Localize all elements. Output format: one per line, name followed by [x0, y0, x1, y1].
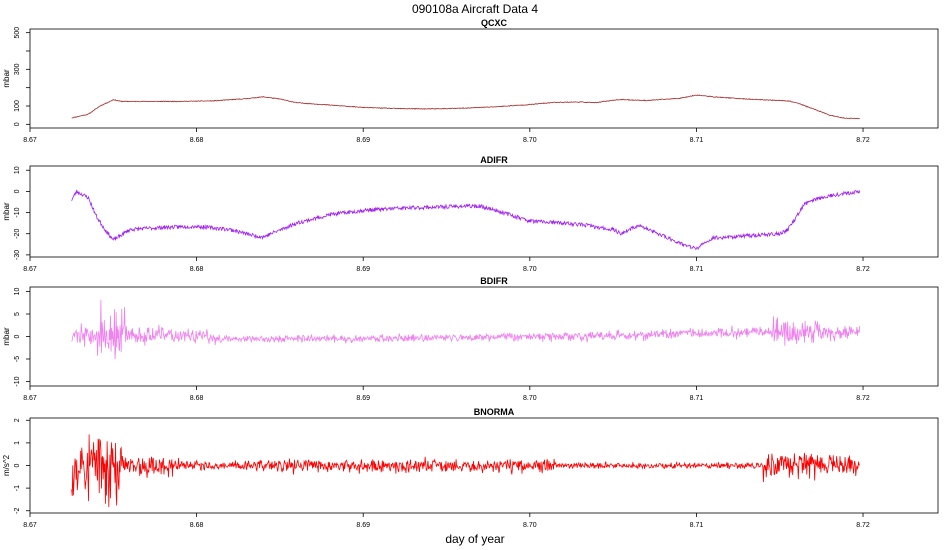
y-axis-label: mbar: [2, 69, 11, 88]
panel-title: ADIFR: [480, 155, 508, 165]
series-line-qcxc: [71, 94, 860, 120]
x-tick-label: 8.71: [690, 266, 704, 273]
x-tick-label: 8.68: [190, 137, 204, 144]
x-tick-label: 8.70: [523, 137, 537, 144]
x-tick-label: 8.68: [190, 395, 204, 402]
y-tick-label: 10: [14, 288, 21, 296]
x-tick-label: 8.67: [23, 522, 37, 529]
x-tick-label: 8.72: [856, 522, 870, 529]
panel-title: BNORMA: [474, 407, 515, 417]
y-tick-label: -2: [14, 508, 21, 514]
x-tick-label: 8.67: [23, 266, 37, 273]
panel-bdifr: BDIFR mbar 10 5 0 -5 -10 8.67 8.68 8.69 8.70 8.71 8.…: [2, 276, 939, 402]
y-tick-label: -10: [14, 376, 21, 386]
x-tick-label: 8.72: [856, 266, 870, 273]
x-tick-label: 8.68: [190, 266, 204, 273]
y-tick-label: 0: [14, 189, 21, 193]
y-tick-label: 0: [14, 463, 21, 467]
y-tick-label: 500: [14, 27, 21, 39]
x-tick-label: 8.67: [23, 137, 37, 144]
y-tick-label: -10: [14, 207, 21, 217]
x-tick-label: 8.69: [356, 395, 370, 402]
x-tick-label: 8.69: [356, 137, 370, 144]
y-axis-label: mbar: [2, 327, 11, 346]
x-tick-label: 8.69: [356, 266, 370, 273]
y-tick-label: 5: [14, 312, 21, 316]
y-tick-label: 2: [14, 418, 21, 422]
x-tick-label: 8.70: [523, 395, 537, 402]
y-axis-label: mbar: [2, 202, 11, 221]
x-tick-label: 8.72: [856, 137, 870, 144]
y-tick-label: 100: [14, 100, 21, 112]
series-line-bdifr: [71, 299, 861, 360]
panel-adifr: ADIFR mbar 10 0 -10 -20 -308.67 8.68 8.69 8.70 8.7…: [2, 155, 939, 273]
x-tick-label: 8.70: [523, 522, 537, 529]
y-tick-label: 0: [14, 122, 21, 126]
panel-title: BDIFR: [480, 276, 508, 286]
panel-title: QCXC: [481, 18, 508, 28]
y-tick-label: 0: [14, 334, 21, 338]
x-axis-label: day of year: [445, 532, 504, 546]
y-tick-label: -1: [14, 485, 21, 491]
y-tick-label: -20: [14, 229, 21, 239]
x-tick-label: 8.68: [190, 522, 204, 529]
x-tick-label: 8.72: [856, 395, 870, 402]
y-tick-label: 1: [14, 441, 21, 445]
series-line-bnorma: [71, 434, 860, 508]
x-tick-label: 8.71: [690, 395, 704, 402]
y-axis-label: m/s^2: [2, 454, 11, 476]
x-tick-label: 8.67: [23, 395, 37, 402]
y-tick-label: -5: [14, 356, 21, 362]
y-tick-label: 300: [14, 63, 21, 75]
plot-frame: [29, 165, 939, 258]
plot-frame: [29, 28, 939, 129]
x-tick-label: 8.71: [690, 522, 704, 529]
series-line-adifr: [71, 189, 861, 251]
x-tick-label: 8.70: [523, 266, 537, 273]
x-tick-label: 8.71: [690, 137, 704, 144]
y-tick-label: -30: [14, 250, 21, 260]
y-tick-label: 10: [14, 166, 21, 174]
panel-bnorma: BNORMA m/s^2 2 1 0 -1 -2 8.67 8.68 8.69 8.70 8.71 8.…: [2, 407, 939, 529]
main-title: 090108a Aircraft Data 4: [412, 2, 538, 16]
panel-qcxc: QCXC mbar 0 100 300 500 8.67 8.68 8.69 8.70 8.71 8.…: [2, 18, 939, 144]
x-tick-label: 8.69: [356, 522, 370, 529]
